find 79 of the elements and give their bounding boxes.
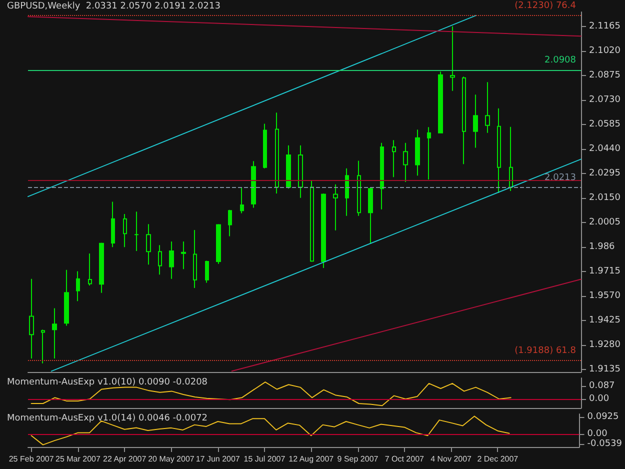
x-tick-label: 2 Dec 2007 <box>477 454 519 464</box>
candlestick <box>473 94 478 148</box>
x-tick-label: 20 May 2007 <box>148 454 195 464</box>
candlestick <box>509 126 513 192</box>
candlestick <box>158 244 162 276</box>
y-tick-label: 2.0440 <box>589 144 621 154</box>
candlestick <box>462 76 466 165</box>
candlestick <box>403 142 408 183</box>
candlestick <box>333 184 338 231</box>
candlestick <box>415 129 420 176</box>
candlestick <box>321 193 326 269</box>
y-tick-label: -0.0539 <box>587 439 622 450</box>
y-tick-label: 2.1165 <box>589 21 620 32</box>
x-tick-label: 25 Mar 2007 <box>56 454 101 464</box>
candlestick <box>251 160 256 208</box>
chart-title: Momentum-AusExp v1.0(10) 0.0090 -0.0208 <box>7 378 208 388</box>
candlestick <box>392 140 396 178</box>
candlestick <box>357 160 361 216</box>
y-tick-label: 2.0875 <box>589 70 620 80</box>
candlestick <box>193 230 197 288</box>
candlestick <box>438 71 443 134</box>
candlestick <box>240 187 244 214</box>
ref-line-label: (1.9188) 61.8 <box>514 346 576 356</box>
x-tick-label: 7 Oct 2007 <box>384 454 425 464</box>
ref-line-label: 2.0908 <box>544 55 576 66</box>
candlestick <box>286 144 291 190</box>
candlestick <box>64 269 69 326</box>
x-tick-label: 4 Nov 2007 <box>430 454 472 464</box>
candlestick <box>169 241 174 280</box>
x-tick-label: 9 Sep 2007 <box>337 454 379 464</box>
y-tick-label: 0.0925 <box>587 412 619 422</box>
candlestick <box>29 278 34 359</box>
candlestick <box>181 241 186 270</box>
candlestick <box>52 308 57 359</box>
x-tick-label: 17 Jun 2007 <box>196 454 240 464</box>
candlestick <box>123 213 127 248</box>
candlestick <box>427 126 431 180</box>
y-tick-label: 2.0730 <box>589 94 621 105</box>
candlestick <box>275 112 279 194</box>
y-tick-label: 1.9280 <box>589 340 621 350</box>
y-tick-label: 0.087 <box>589 380 615 391</box>
y-tick-label: 1.9425 <box>589 315 620 326</box>
candlestick <box>146 224 151 266</box>
x-tick-label: 15 Jul 2007 <box>244 454 286 464</box>
y-tick-label: 2.0585 <box>589 119 620 130</box>
y-tick-label: 0.00 <box>587 429 608 440</box>
x-tick-label: 12 Aug 2007 <box>288 454 334 464</box>
y-tick-label: 1.986 <box>589 242 616 252</box>
candlestick <box>485 82 490 134</box>
candlestick <box>497 108 501 194</box>
candlestick <box>380 142 384 210</box>
ref-line-label: (2.1230) 76.4 <box>514 0 576 11</box>
chart-title: GBPUSD,Weekly 2.0331 2.0570 2.0191 2.0213 <box>7 2 220 12</box>
candlestick <box>450 26 455 92</box>
candlestick <box>216 224 221 264</box>
chart-title: Momentum-AusExp v1.0(14) 0.0046 -0.0072 <box>7 414 208 424</box>
y-tick-label: 1.9715 <box>589 266 620 276</box>
candlestick <box>134 211 139 252</box>
x-tick-label: 22 Apr 2007 <box>103 454 147 464</box>
candlestick <box>298 144 303 198</box>
candlestick <box>345 168 349 216</box>
candlestick <box>41 329 45 364</box>
candlestick <box>205 260 209 284</box>
y-tick-label: 1.9135 <box>589 364 620 374</box>
candlestick <box>99 242 104 294</box>
x-tick-label: 25 Feb 2007 <box>8 454 54 464</box>
y-tick-label: 2.0295 <box>589 168 620 178</box>
candlestick <box>368 187 373 244</box>
candlestick <box>111 201 115 248</box>
candlestick <box>263 123 267 169</box>
y-tick-label: 2.0150 <box>589 192 621 203</box>
candlestick <box>228 209 232 237</box>
candlestick <box>310 180 314 262</box>
y-tick-label: 1.9570 <box>589 290 621 301</box>
y-tick-label: 2.0005 <box>589 217 620 228</box>
candlestick <box>88 253 92 286</box>
y-tick-label: 2.1020 <box>589 46 621 56</box>
y-tick-label: 0.00 <box>589 394 610 404</box>
candlestick <box>76 270 80 302</box>
